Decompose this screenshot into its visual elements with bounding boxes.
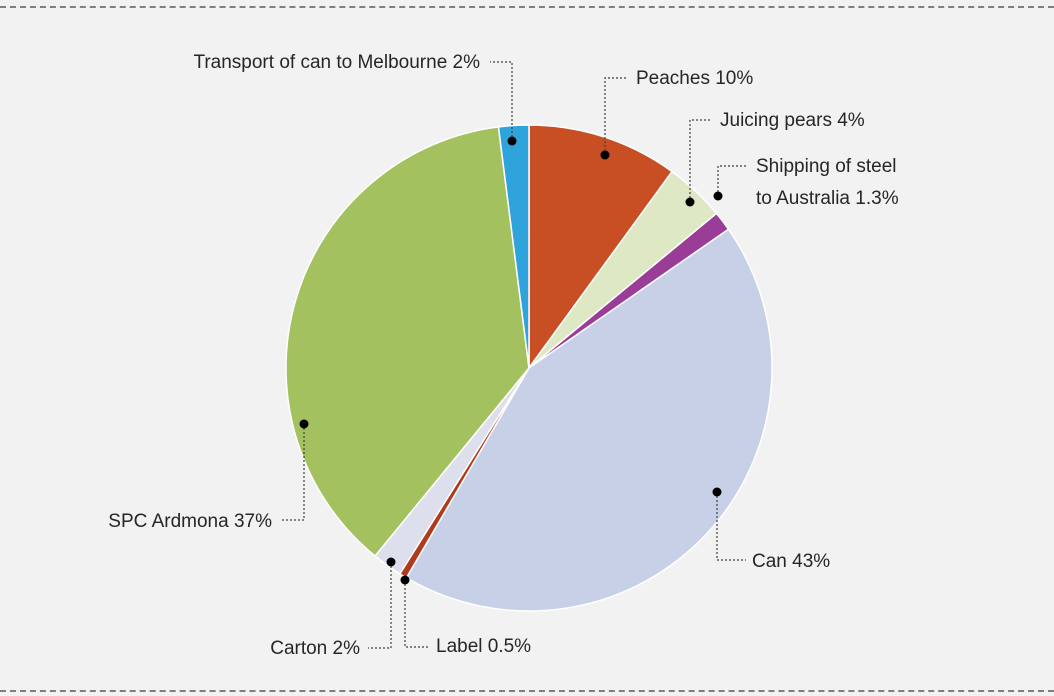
dot-carton-2 — [386, 557, 396, 567]
leader-label-0-5 — [404, 580, 428, 648]
label-shipping-of-steel-to-australia-1-3-line-2: to Australia 1.3% — [756, 188, 899, 209]
leader-shipping-of-steel-to-australia-1-3 — [717, 165, 748, 196]
label-juicing-pears-4: Juicing pears 4% — [720, 110, 865, 131]
top-divider — [0, 6, 1054, 8]
slice-labels: Peaches 10% Juicing pears 4% Shipping of s… — [108, 52, 898, 659]
label-can-43: Can 43% — [752, 551, 830, 572]
label-carton-2: Carton 2% — [270, 638, 360, 659]
slice-spc-ardmona-37 — [285, 126, 530, 558]
label-spc-ardmona-37: SPC Ardmona 37% — [108, 511, 272, 532]
slice-can-43 — [405, 228, 773, 612]
bottom-divider — [0, 690, 1054, 692]
dot-can-43 — [712, 487, 722, 497]
label-shipping-of-steel-to-australia-1-3-line-1: Shipping of steel — [756, 156, 897, 177]
dot-juicing-pears-4 — [685, 197, 695, 207]
label-peaches-10: Peaches 10% — [636, 68, 753, 89]
leader-peaches-10 — [604, 77, 628, 155]
dot-transport-of-can-to-melbourne-2 — [507, 136, 517, 146]
dot-peaches-10 — [600, 150, 610, 160]
leader-lines — [280, 61, 748, 649]
dot-label-0-5 — [400, 575, 410, 585]
leader-can-43 — [716, 492, 746, 561]
pie-slices — [285, 124, 773, 612]
leader-transport-of-can-to-melbourne-2 — [490, 61, 513, 141]
slice-transport-of-can-to-melbourne-2 — [497, 124, 530, 369]
leader-spc-ardmona-37 — [280, 424, 305, 521]
label-transport-of-can-to-melbourne-2: Transport of can to Melbourne 2% — [193, 52, 480, 73]
dot-shipping-of-steel-to-australia-1-3 — [713, 191, 723, 201]
leader-carton-2 — [368, 562, 392, 649]
slice-peaches-10 — [528, 124, 674, 371]
dot-spc-ardmona-37 — [299, 419, 309, 429]
label-label-0-5: Label 0.5% — [436, 636, 531, 657]
leader-juicing-pears-4 — [689, 119, 712, 202]
